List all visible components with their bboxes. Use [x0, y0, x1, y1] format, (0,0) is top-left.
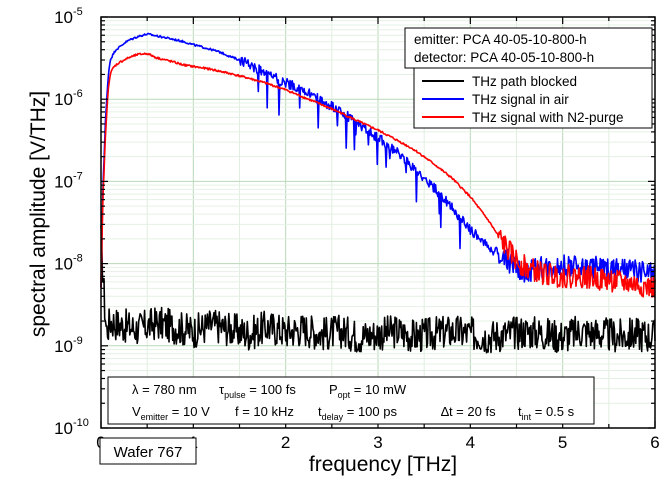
param-subscript: emitter [141, 412, 169, 422]
axis-ticks [100, 16, 656, 429]
y-tick-label: 10 [54, 172, 73, 191]
param-item: λ = 780 nm [132, 382, 197, 397]
y-tick-label: 10 [54, 90, 73, 109]
y-tick-label-exponent: -10 [73, 417, 89, 429]
x-tick-label: 2 [281, 433, 290, 452]
x-tick-label: 3 [373, 433, 382, 452]
param-value: = 100 ps [343, 404, 397, 419]
param-value: = 10 mW [350, 382, 407, 397]
params-box: λ = 780 nm τpulse = 100 fs Popt = 10 mW Ve… [107, 376, 595, 425]
info-emitter: emitter: PCA 40-05-10-800-h [414, 32, 587, 47]
param-value: = 10 V [168, 404, 210, 419]
series-layer [100, 32, 656, 354]
param-item: f = 10 kHz [235, 404, 294, 419]
y-tick-label-exponent: -9 [73, 335, 83, 347]
legend-label: THz path blocked [472, 74, 577, 89]
info-box: emitter: PCA 40-05-10-800-h detector: PC… [404, 27, 653, 69]
param-subscript: pulse [224, 390, 246, 400]
param-value: = 100 fs [246, 382, 297, 397]
param-item: t [518, 404, 522, 419]
param-value: = 0.5 s [531, 404, 574, 419]
y-tick-label-exponent: -8 [73, 253, 83, 265]
x-tick-label: 5 [558, 433, 567, 452]
series-line [100, 225, 656, 354]
y-tick-label-exponent: -6 [73, 88, 83, 100]
y-tick-label: 10 [54, 255, 73, 274]
param-item: ∆t = 20 fs [441, 404, 496, 419]
param-item: V [132, 404, 141, 419]
legend-label: THz signal in air [472, 92, 569, 107]
series-line [100, 52, 656, 298]
param-item: P [329, 382, 338, 397]
y-tick-label-exponent: -7 [73, 170, 83, 182]
y-axis-title: spectral amplitude [V/THz] [27, 91, 50, 337]
y-tick-label: 10 [54, 337, 73, 356]
x-tick-label: 4 [466, 433, 475, 452]
y-tick-label-exponent: -5 [73, 6, 83, 18]
y-tick-label: 10 [54, 419, 73, 438]
params-row-1: λ = 780 nm τpulse = 100 fs Popt = 10 mW [132, 382, 407, 400]
param-subscript: int [522, 412, 532, 422]
param-subscript: opt [338, 390, 351, 400]
param-item: τ [219, 382, 225, 397]
y-tick-label: 10 [54, 8, 73, 27]
legend: THz path blocked THz signal in air THz sig… [413, 67, 653, 129]
param-subscript: delay [322, 412, 344, 422]
x-tick-label: 6 [650, 433, 659, 452]
wafer-label: Wafer 767 [114, 444, 183, 461]
x-axis-title: frequency [THz] [309, 453, 457, 476]
legend-label: THz signal with N2-purge [472, 110, 624, 125]
info-detector: detector: PCA 40-05-10-800-h [414, 50, 594, 65]
param-item: t [318, 404, 322, 419]
wafer-label-box: Wafer 767 [99, 437, 197, 465]
